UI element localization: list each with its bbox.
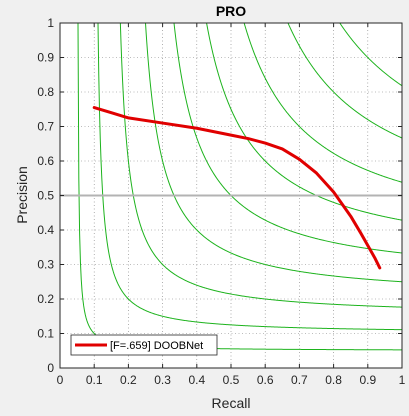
y-tick-label: 0 [47, 361, 54, 375]
x-tick-label: 0.8 [325, 373, 342, 387]
iso-f-curve [206, 23, 402, 221]
series-line [92, 106, 382, 270]
legend: [F=.659] DOOBNet [70, 334, 218, 356]
iso-f-curve [287, 23, 402, 139]
iso-f-curve [145, 23, 402, 283]
y-axis-label: Precision [14, 166, 30, 224]
x-tick-label: 0 [57, 373, 64, 387]
y-tick-label: 0.8 [37, 85, 54, 99]
y-tick-label: 0.5 [37, 189, 54, 203]
x-tick-label: 0.5 [223, 373, 240, 387]
x-tick-label: 0.2 [120, 373, 137, 387]
iso-f-curve [243, 23, 402, 183]
x-tick-label: 0.3 [154, 373, 171, 387]
iso-f-curves [77, 23, 402, 351]
y-tick-label: 0.1 [37, 327, 54, 341]
y-tick-label: 0.6 [37, 154, 54, 168]
x-tick-label: 0.9 [359, 373, 376, 387]
iso-f-curve [173, 23, 402, 254]
y-ticks: 0 0.1 0.2 0.3 0.4 0.5 0.6 0.7 0.8 0.9 1 [37, 16, 402, 375]
chart-title: PRO [216, 3, 246, 19]
x-tick-label: 0.6 [257, 373, 274, 387]
y-tick-label: 0.9 [37, 51, 54, 65]
y-tick-label: 0.7 [37, 120, 54, 134]
x-ticks: 0 0.1 0.2 0.3 0.4 0.5 0.6 0.7 0.8 0.9 1 [57, 23, 406, 387]
iso-f-curve [119, 23, 402, 308]
y-tick-label: 0.3 [37, 258, 54, 272]
legend-label: [F=.659] DOOBNet [110, 340, 203, 352]
y-tick-label: 1 [47, 16, 54, 30]
series-lines [92, 106, 382, 270]
y-tick-label: 0.2 [37, 292, 54, 306]
y-tick-label: 0.4 [37, 223, 54, 237]
x-axis-label: Recall [212, 395, 251, 411]
iso-f-curve [339, 23, 402, 87]
legend-box [70, 334, 218, 356]
x-tick-label: 0.1 [86, 373, 103, 387]
x-tick-label: 0.4 [188, 373, 205, 387]
iso-f-curve [97, 23, 402, 331]
x-tick-label: 0.7 [291, 373, 308, 387]
x-tick-label: 1 [399, 373, 406, 387]
